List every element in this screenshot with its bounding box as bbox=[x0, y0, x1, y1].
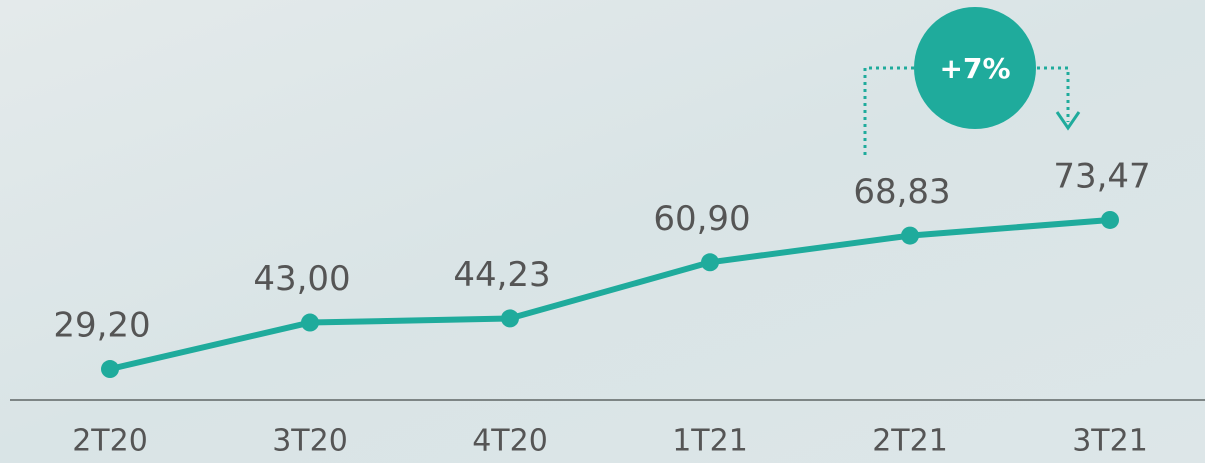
x-tick-label: 4T20 bbox=[472, 424, 548, 459]
growth-badge bbox=[914, 7, 1036, 129]
value-label: 73,47 bbox=[1053, 156, 1150, 196]
point bbox=[901, 226, 919, 245]
bracket-line bbox=[863, 66, 1070, 155]
point bbox=[701, 253, 719, 272]
value-label: 60,90 bbox=[653, 199, 750, 239]
value-label: 29,20 bbox=[53, 306, 150, 346]
x-tick-label: 2T20 bbox=[72, 424, 148, 459]
x-tick-label: 3T21 bbox=[1072, 424, 1148, 459]
value-label: 68,83 bbox=[853, 172, 950, 212]
x-tick-label: 3T20 bbox=[272, 424, 348, 459]
line bbox=[109, 216, 1111, 372]
value-label: 44,23 bbox=[453, 255, 550, 295]
growth-bracket bbox=[863, 66, 1070, 155]
x-tick-label: 1T21 bbox=[672, 424, 748, 459]
point bbox=[1101, 210, 1119, 229]
point bbox=[501, 309, 519, 328]
point bbox=[101, 360, 119, 379]
x-tick-label: 2T21 bbox=[872, 424, 948, 459]
point bbox=[301, 313, 319, 332]
bracket-arrow bbox=[1055, 111, 1081, 131]
growth-label: +7% bbox=[940, 52, 1011, 85]
value-label: 43,00 bbox=[253, 259, 350, 299]
